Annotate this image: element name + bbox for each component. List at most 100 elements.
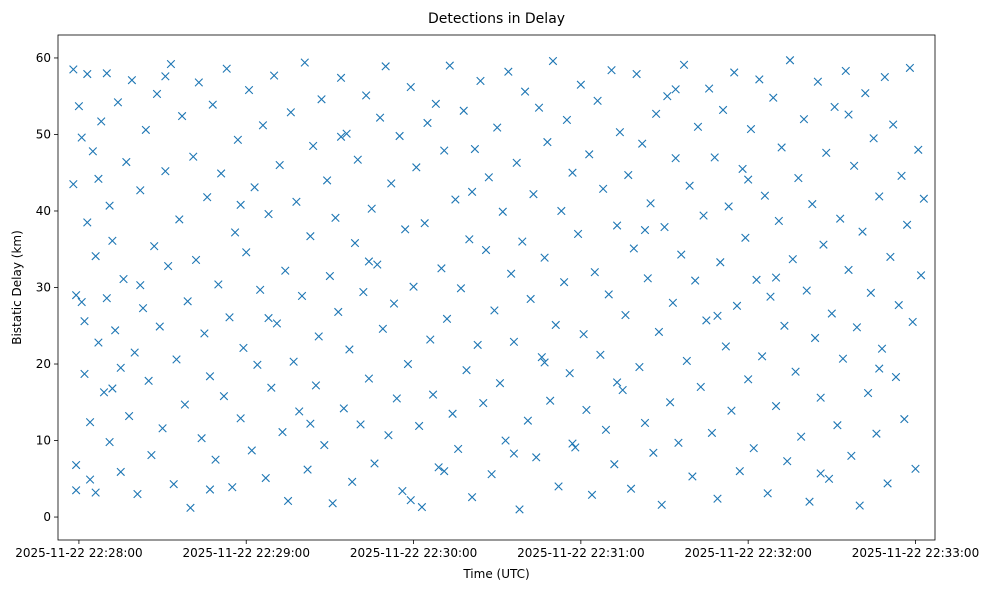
data-point-44: [158, 424, 167, 433]
data-point-28: [116, 467, 125, 477]
data-point-310: [900, 414, 909, 424]
data-point-280: [816, 393, 825, 402]
data-point-182: [543, 137, 552, 147]
data-point-275: [802, 286, 811, 295]
data-point-165: [495, 378, 505, 388]
data-point-0: [69, 65, 78, 74]
data-point-255: [746, 124, 756, 134]
data-point-133: [406, 82, 415, 92]
data-point-118: [364, 374, 374, 383]
data-point-142: [431, 99, 441, 109]
data-point-84: [269, 71, 279, 80]
data-point-251: [735, 466, 744, 476]
data-point-248: [727, 406, 736, 415]
data-point-151: [456, 284, 466, 293]
data-point-226: [665, 398, 675, 407]
data-point-1: [69, 180, 78, 189]
data-point-75: [244, 85, 254, 95]
data-point-147: [445, 61, 454, 70]
data-point-143: [434, 463, 443, 472]
data-point-69: [228, 483, 237, 492]
data-point-326: [136, 281, 145, 290]
data-point-5: [74, 101, 84, 111]
data-point-217: [640, 418, 650, 428]
data-point-250: [732, 301, 742, 311]
data-point-108: [336, 73, 346, 83]
data-point-25: [108, 236, 117, 246]
data-point-129: [395, 131, 404, 141]
data-point-52: [180, 400, 190, 409]
data-point-85: [272, 319, 282, 328]
data-point-177: [529, 189, 538, 199]
data-point-227: [668, 298, 678, 307]
data-point-336: [364, 257, 374, 266]
data-point-138: [420, 219, 429, 228]
data-point-169: [506, 269, 516, 278]
data-point-61: [205, 372, 215, 381]
data-point-240: [704, 84, 714, 93]
data-point-161: [484, 173, 494, 182]
data-point-278: [810, 333, 820, 343]
data-point-49: [172, 355, 181, 364]
data-point-220: [649, 448, 658, 457]
data-point-48: [169, 479, 178, 489]
data-point-77: [250, 183, 259, 192]
data-point-274: [799, 114, 809, 124]
data-point-12: [85, 475, 95, 484]
data-point-10: [83, 218, 92, 227]
data-point-50: [175, 215, 184, 224]
data-point-176: [526, 294, 535, 304]
data-point-54: [186, 503, 195, 513]
data-point-199: [590, 268, 599, 277]
data-point-53: [183, 297, 192, 306]
data-point-45: [161, 167, 170, 176]
data-point-15: [91, 251, 100, 261]
data-point-43: [155, 322, 164, 331]
data-point-122: [375, 113, 385, 122]
data-point-83: [267, 383, 276, 392]
data-point-132: [403, 359, 413, 369]
y-axis: 0 10 20 30 40 50 60: [36, 51, 58, 524]
data-point-179: [534, 103, 544, 112]
data-point-286: [833, 421, 842, 430]
data-point-162: [487, 470, 496, 479]
y-axis-label: Bistatic Delay (km): [10, 230, 24, 345]
data-point-283: [824, 474, 834, 483]
data-point-14: [88, 147, 98, 156]
data-point-212: [626, 484, 636, 493]
data-point-219: [646, 199, 655, 208]
data-point-38: [141, 125, 151, 135]
data-point-316: [916, 271, 926, 280]
data-point-269: [785, 56, 795, 65]
y-tick-label-6: 60: [36, 51, 51, 65]
data-point-271: [791, 367, 800, 376]
data-point-207: [612, 221, 622, 230]
data-point-209: [618, 385, 627, 395]
data-point-59: [200, 329, 209, 338]
data-point-273: [796, 432, 806, 441]
data-point-302: [877, 344, 887, 353]
data-point-148: [448, 409, 457, 418]
y-tick-label-1: 10: [36, 434, 51, 448]
data-point-78: [253, 360, 262, 369]
data-point-215: [635, 362, 644, 372]
data-point-254: [743, 375, 753, 384]
data-point-71: [233, 135, 243, 145]
data-point-186: [554, 482, 563, 491]
data-point-116: [359, 287, 368, 297]
data-point-324: [713, 311, 722, 320]
data-point-330: [540, 358, 549, 367]
data-point-264: [771, 401, 781, 411]
data-point-33: [127, 75, 137, 85]
data-point-297: [863, 388, 873, 398]
data-point-239: [702, 316, 711, 325]
y-tick-label-3: 30: [36, 281, 51, 295]
data-point-242: [710, 153, 719, 162]
data-point-303: [880, 72, 889, 82]
data-point-34: [130, 348, 139, 357]
data-point-194: [576, 80, 586, 89]
data-point-234: [688, 472, 697, 481]
data-point-252: [738, 164, 747, 174]
data-point-56: [191, 255, 201, 265]
data-point-19: [97, 117, 106, 126]
